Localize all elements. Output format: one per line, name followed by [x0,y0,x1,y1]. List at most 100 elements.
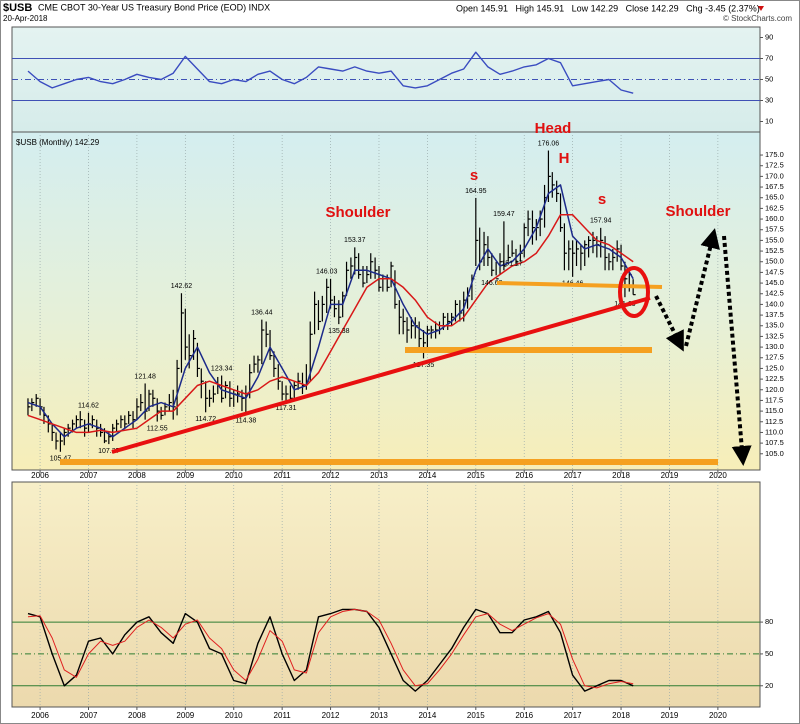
point-label: 114.72 [195,416,216,423]
date: 20-Apr-2018 [3,14,48,23]
x-tick-label: 2016 [515,471,533,480]
annotation: s [470,167,478,184]
x-tick-label: 2017 [564,471,582,480]
point-label: 176.06 [538,140,560,147]
point-label: 136.44 [251,309,273,316]
x-tick-label: 2006 [31,711,49,720]
panel-title: $USB (Monthly) 142.29 [16,138,100,147]
x-tick-label: 2017 [564,711,582,720]
y-tick-label: 117.5 [765,395,783,404]
y-tick-label: 107.5 [765,438,784,447]
x-tick-label: 2008 [128,471,146,480]
credit: © StockCharts.com [723,14,792,23]
x-tick-label: 2009 [176,711,194,720]
point-label: 127.35 [413,362,435,369]
x-tick-label: 2011 [274,711,292,720]
y-tick-label: 170.0 [765,171,784,180]
highlight-ellipse [618,266,650,318]
y-tick-label: 112.5 [765,417,783,426]
y-tick-label: 30 [765,95,773,104]
moving-average [27,214,634,434]
y-tick-label: 165.0 [765,193,784,202]
x-tick-label: 2014 [418,711,436,720]
point-label: 151.17 [501,261,523,268]
y-tick-label: 160.0 [765,214,784,223]
x-tick-label: 2015 [467,711,485,720]
y-tick-label: 175.0 [765,150,784,159]
annotation: Shoulder [325,204,390,221]
y-tick-label: 137.5 [765,310,784,319]
projection-arrow [654,295,684,352]
point-label: 114.62 [78,403,99,410]
point-label: 157.94 [590,218,612,225]
x-tick-label: 2018 [612,471,630,480]
point-label: 153.37 [344,237,366,244]
point-label: 123.34 [211,365,233,372]
point-label: 146.63 [481,280,503,287]
annotation: H [559,150,570,167]
y-tick-label: 132.5 [765,331,784,340]
x-tick-label: 2010 [225,711,243,720]
indicator-line [27,608,634,689]
x-tick-label: 2020 [709,711,727,720]
down-icon [758,6,764,11]
y-tick-label: 145.0 [765,278,784,287]
y-tick-label: 155.0 [765,235,784,244]
point-label: 146.03 [316,269,338,276]
point-label: 121.48 [134,373,156,380]
annotation: Head [535,120,572,137]
x-tick-label: 2019 [661,471,679,480]
y-tick-label: 152.5 [765,246,784,255]
point-label: 164.95 [465,188,487,195]
y-tick-label: 80 [765,617,773,626]
y-tick-label: 127.5 [765,353,784,362]
x-tick-label: 2015 [467,471,485,480]
point-label: 112.55 [147,425,168,432]
overlays: Shoulder s Head H s Shoulder [60,120,752,466]
x-tick-label: 2006 [31,471,49,480]
y-tick-label: 50 [765,74,773,83]
y-tick-label: 162.5 [765,203,784,212]
y-tick-label: 105.0 [765,449,784,458]
instrument-name: CME CBOT 30-Year US Treasury Bond Price … [38,2,270,12]
point-label: 135.38 [328,328,350,335]
neckline [496,281,663,289]
y-tick-label: 125.0 [765,363,784,372]
point-label: 107.27 [98,448,120,455]
x-tick-label: 2007 [80,711,98,720]
quote: Open 145.91 High 145.91 Low 142.29 Close… [456,3,760,13]
point-label: 117.31 [276,405,297,412]
y-tick-label: 120.0 [765,385,784,394]
point-label: 159.47 [493,211,515,218]
point-label: 142.62 [171,283,193,290]
projection-arrow [722,235,752,466]
x-tick-label: 2009 [176,471,194,480]
y-tick-label: 150.0 [765,257,784,266]
x-tick-label: 2012 [322,711,340,720]
symbol: $USB [3,2,32,14]
x-tick-label: 2018 [612,711,630,720]
y-tick-label: 50 [765,649,773,658]
x-tick-label: 2011 [274,471,292,480]
y-tick-label: 135.0 [765,321,784,330]
x-tick-label: 2013 [370,471,388,480]
stoch-panel [11,481,761,708]
x-tick-label: 2012 [322,471,340,480]
y-tick-label: 130.0 [765,342,784,351]
indicator-line [27,608,634,692]
y-tick-label: 70 [765,53,773,62]
x-tick-label: 2020 [709,471,727,480]
y-tick-label: 167.5 [765,182,784,191]
x-tick-label: 2013 [370,711,388,720]
point-label: 114.38 [235,418,256,425]
y-tick-label: 20 [765,681,773,690]
x-tick-label: 2019 [661,711,679,720]
y-tick-label: 90 [765,32,773,41]
y-tick-label: 142.5 [765,289,784,298]
moving-average [27,184,634,438]
y-tick-label: 110.0 [765,427,783,436]
x-tick-label: 2008 [128,711,146,720]
projection-arrow [684,228,720,347]
